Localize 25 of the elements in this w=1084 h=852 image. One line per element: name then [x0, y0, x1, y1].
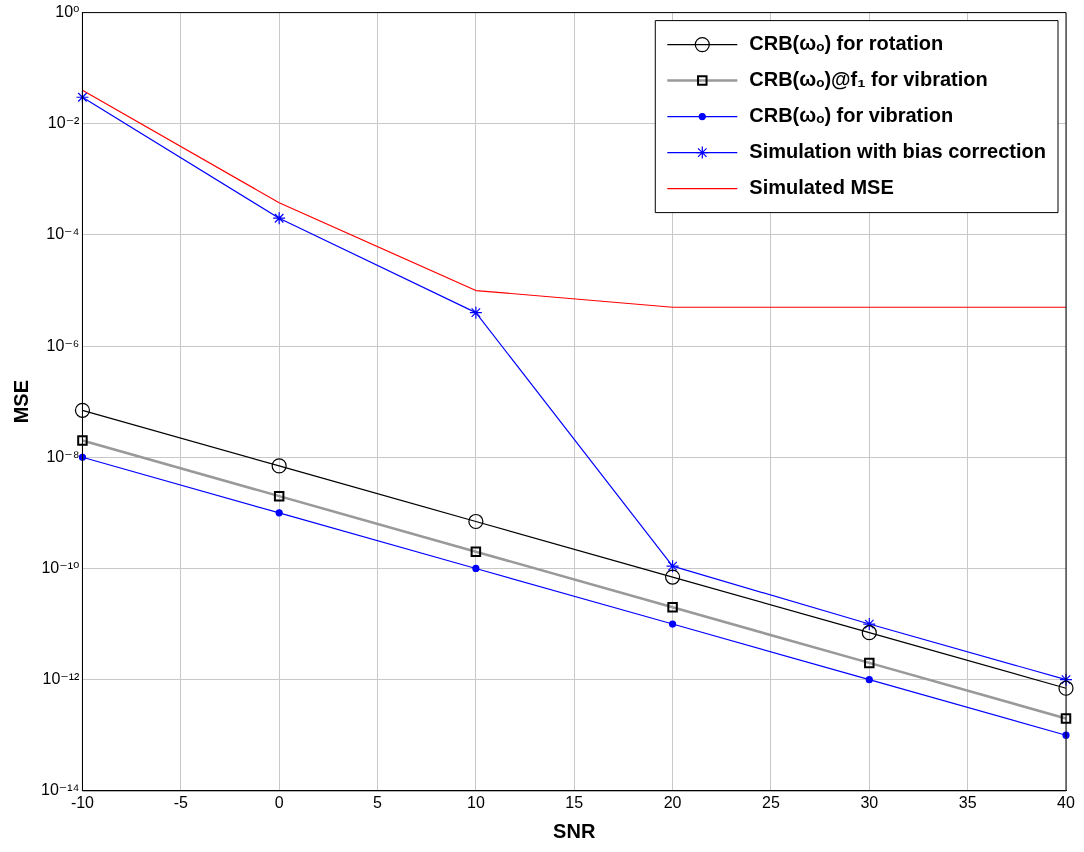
y-axis-title: MSE — [9, 380, 32, 424]
y-tick-label: 10⁻⁸ — [46, 447, 80, 465]
x-tick-label: 30 — [860, 793, 879, 811]
legend-label: Simulated MSE — [749, 176, 894, 199]
x-tick-label: -10 — [70, 793, 95, 811]
y-tick-label: 10⁻⁶ — [46, 336, 80, 354]
y-tick-label: 10⁰ — [55, 3, 80, 21]
legend-label: CRB(ωₒ) for rotation — [749, 32, 944, 55]
x-tick-label: 25 — [762, 793, 780, 811]
y-tick-label: 10⁻¹² — [42, 670, 81, 688]
x-tick-label: 35 — [958, 793, 977, 811]
x-tick-label: 20 — [663, 793, 682, 811]
x-tick-label: 10 — [466, 793, 485, 811]
legend-label: Simulation with bias correction — [749, 140, 1047, 163]
x-tick-label: 0 — [274, 793, 284, 811]
y-tick-label: 10⁻² — [47, 114, 81, 132]
legend-label: CRB(ωₒ)@f₁ for vibration — [749, 68, 988, 91]
x-tick-label: 15 — [565, 793, 584, 811]
legend-label: CRB(ωₒ) for vibration — [749, 104, 954, 127]
x-axis-title: SNR — [553, 819, 596, 842]
x-tick-label: 40 — [1057, 793, 1075, 811]
x-tick-label: -5 — [173, 793, 189, 811]
x-tick-label: 5 — [373, 793, 383, 811]
y-tick-label: 10⁻⁴ — [46, 225, 80, 243]
y-tick-label: 10⁻¹⁰ — [41, 558, 80, 576]
